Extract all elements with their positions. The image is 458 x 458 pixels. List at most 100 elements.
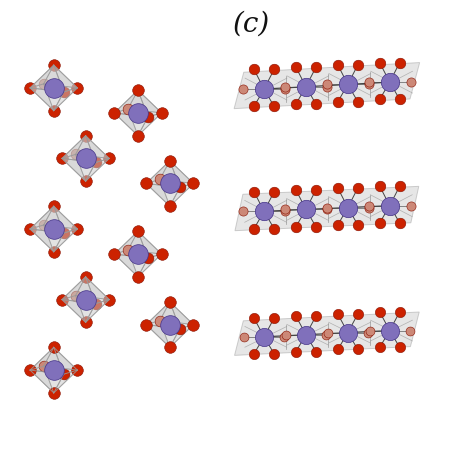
Point xyxy=(166,180,174,187)
Point xyxy=(27,366,34,374)
Point xyxy=(166,298,174,305)
Point xyxy=(251,350,258,357)
Point xyxy=(106,296,113,303)
Point xyxy=(406,327,414,334)
Polygon shape xyxy=(114,231,148,258)
Point xyxy=(334,98,342,105)
Point xyxy=(334,184,342,191)
Polygon shape xyxy=(114,90,138,113)
Point xyxy=(407,202,414,209)
Polygon shape xyxy=(62,277,86,300)
Text: (c): (c) xyxy=(233,11,270,38)
Point xyxy=(82,273,89,280)
Point xyxy=(354,221,361,229)
Polygon shape xyxy=(114,250,138,277)
Polygon shape xyxy=(76,277,109,300)
Point xyxy=(396,182,403,190)
Point xyxy=(106,155,113,162)
Point xyxy=(50,248,57,256)
Point xyxy=(312,223,320,230)
Point xyxy=(60,88,67,96)
Point xyxy=(40,221,47,229)
Polygon shape xyxy=(138,254,162,277)
Point xyxy=(322,331,330,338)
Polygon shape xyxy=(44,347,77,370)
Point xyxy=(261,333,268,340)
Point xyxy=(312,64,320,71)
Point xyxy=(280,333,288,340)
Point xyxy=(376,59,383,66)
Point xyxy=(354,346,361,353)
Point xyxy=(270,350,278,357)
Polygon shape xyxy=(30,206,54,229)
Polygon shape xyxy=(54,229,77,252)
Polygon shape xyxy=(62,158,96,181)
Point xyxy=(292,100,300,108)
Point xyxy=(134,228,142,235)
Point xyxy=(324,329,332,336)
Polygon shape xyxy=(54,88,77,111)
Point xyxy=(240,85,247,93)
Polygon shape xyxy=(146,180,170,206)
Point xyxy=(190,180,197,187)
Polygon shape xyxy=(146,321,170,347)
Polygon shape xyxy=(44,65,77,88)
Point xyxy=(82,132,89,139)
Point xyxy=(270,103,278,110)
Point xyxy=(27,225,34,233)
Point xyxy=(396,59,403,66)
Polygon shape xyxy=(44,206,77,229)
Point xyxy=(240,207,247,215)
Point xyxy=(376,219,383,227)
Point xyxy=(376,308,383,316)
Polygon shape xyxy=(30,206,64,233)
Point xyxy=(312,186,320,194)
Point xyxy=(72,292,79,299)
Polygon shape xyxy=(86,300,109,322)
Point xyxy=(376,344,383,351)
Point xyxy=(166,321,174,328)
Point xyxy=(376,182,383,190)
Point xyxy=(142,321,150,328)
Point xyxy=(344,329,351,336)
Point xyxy=(270,66,278,73)
Point xyxy=(124,246,131,254)
Point xyxy=(270,188,278,196)
Point xyxy=(58,296,65,303)
Point xyxy=(354,98,361,105)
Point xyxy=(50,84,57,92)
Point xyxy=(344,81,351,88)
Point xyxy=(251,188,258,196)
Polygon shape xyxy=(128,231,162,254)
Polygon shape xyxy=(138,113,162,136)
Point xyxy=(302,331,310,338)
Polygon shape xyxy=(30,366,54,393)
Polygon shape xyxy=(170,325,193,347)
Polygon shape xyxy=(62,300,96,322)
Polygon shape xyxy=(30,347,54,370)
Polygon shape xyxy=(30,88,64,111)
Point xyxy=(354,184,361,191)
Point xyxy=(386,202,393,209)
Point xyxy=(365,202,372,209)
Point xyxy=(386,327,393,334)
Point xyxy=(111,109,118,117)
Polygon shape xyxy=(30,84,54,111)
Point xyxy=(72,151,79,158)
Point xyxy=(27,84,34,92)
Point xyxy=(323,81,331,88)
Point xyxy=(124,105,131,113)
Polygon shape xyxy=(114,113,148,136)
Polygon shape xyxy=(30,225,54,252)
Polygon shape xyxy=(86,136,109,163)
Polygon shape xyxy=(54,370,77,393)
Point xyxy=(323,206,331,213)
Point xyxy=(144,113,152,120)
Point xyxy=(60,229,67,237)
Polygon shape xyxy=(128,90,162,113)
Polygon shape xyxy=(30,370,64,393)
Point xyxy=(365,204,372,211)
Polygon shape xyxy=(170,161,193,187)
Point xyxy=(40,80,47,87)
Polygon shape xyxy=(62,277,96,304)
